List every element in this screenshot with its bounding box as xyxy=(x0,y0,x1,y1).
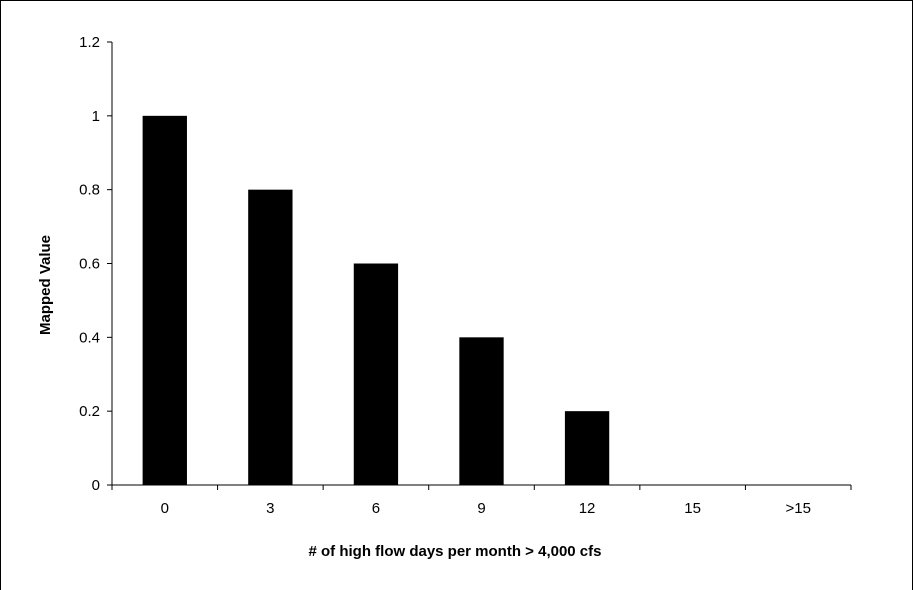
x-tick-label: 9 xyxy=(477,500,485,517)
x-tick-label: 0 xyxy=(161,500,169,517)
y-tick-label: 1 xyxy=(92,108,100,125)
x-ticks: 0 3 6 9 12 15 >15 xyxy=(111,485,852,517)
y-axis-title: Mapped Value xyxy=(37,235,54,335)
plot-area: 0 0.2 0.4 0.6 0.8 1 1.2 0 3 6 9 12 15 >15 xyxy=(79,34,852,517)
x-axis-title: # of high flow days per month > 4,000 cf… xyxy=(309,543,602,560)
x-tick-label: 12 xyxy=(579,500,596,517)
y-tick-label: 0.6 xyxy=(79,256,100,273)
bar xyxy=(353,263,399,485)
y-tick-label: 1.2 xyxy=(79,34,100,51)
x-tick-label: 3 xyxy=(266,500,274,517)
bar xyxy=(142,115,187,485)
y-tick-label: 0.8 xyxy=(79,182,100,199)
bar xyxy=(459,337,504,485)
x-tick-label: 15 xyxy=(684,500,701,517)
bar xyxy=(248,189,293,485)
y-ticks: 0 0.2 0.4 0.6 0.8 1 1.2 xyxy=(79,34,112,494)
bars xyxy=(142,115,610,485)
bar xyxy=(564,411,610,485)
x-tick-label: >15 xyxy=(785,500,810,517)
y-tick-label: 0.4 xyxy=(79,329,100,346)
y-tick-label: 0.2 xyxy=(79,403,100,420)
x-tick-label: 6 xyxy=(372,500,380,517)
y-tick-label: 0 xyxy=(92,477,100,494)
